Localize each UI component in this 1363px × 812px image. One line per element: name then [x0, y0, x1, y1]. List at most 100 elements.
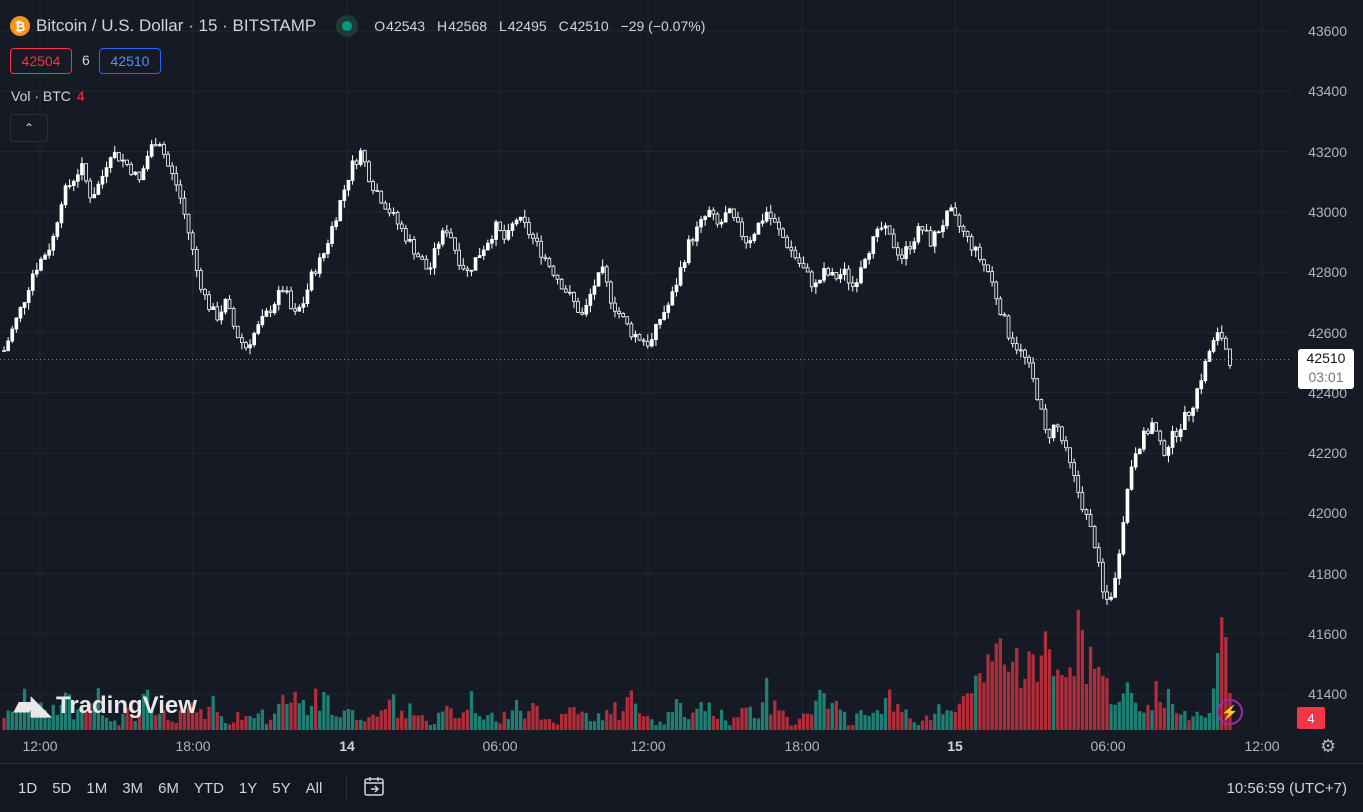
range-button-all[interactable]: All	[305, 780, 323, 797]
volume-bar	[514, 699, 519, 730]
price-axis-label: 43000	[1308, 203, 1347, 220]
candle	[63, 183, 68, 209]
candle	[961, 224, 966, 238]
candle	[986, 264, 990, 273]
bar-countdown: 03:01	[1308, 369, 1344, 385]
volume-bar	[621, 711, 625, 730]
candle	[633, 330, 638, 343]
volume-bar	[1162, 707, 1166, 730]
price-chart[interactable]	[0, 0, 1363, 763]
volume-bar	[281, 694, 285, 730]
range-button-6m[interactable]: 6M	[158, 780, 179, 797]
candle	[703, 215, 707, 226]
volume-bar	[584, 713, 588, 730]
candle-body	[440, 230, 445, 245]
replay-lightning-icon[interactable]: ⚡	[1217, 699, 1243, 725]
candle	[756, 222, 761, 235]
candle	[39, 256, 43, 272]
collapse-legend-button[interactable]: ⌃	[10, 114, 48, 142]
range-button-1m[interactable]: 1M	[86, 780, 108, 797]
candle	[658, 318, 662, 329]
timezone-clock[interactable]: 10:56:59 (UTC+7)	[1226, 780, 1347, 797]
volume-bar	[117, 725, 121, 730]
time-axis-label: 18:00	[784, 738, 820, 754]
market-open-dot-icon[interactable]	[336, 15, 359, 37]
volume-bar	[490, 712, 494, 730]
candle-body	[1023, 349, 1027, 358]
candle	[408, 234, 412, 243]
candle	[879, 221, 884, 232]
volume-bar	[174, 723, 178, 730]
candle	[654, 323, 658, 346]
candle	[1219, 325, 1224, 342]
candle	[1158, 429, 1163, 446]
volume-bar	[707, 702, 711, 730]
sell-button[interactable]: 42504	[10, 48, 72, 74]
candle-body	[6, 340, 10, 352]
volume-bar	[924, 715, 929, 730]
candle	[129, 161, 133, 177]
candle	[440, 227, 445, 247]
candle	[1133, 447, 1138, 471]
range-button-3m[interactable]: 3M	[122, 780, 144, 797]
volume-bar	[6, 710, 10, 730]
candle	[465, 265, 470, 277]
candle-body	[682, 262, 687, 268]
volume-bar	[822, 693, 826, 730]
candle	[162, 141, 166, 159]
volume-bar	[539, 719, 543, 730]
candle	[490, 235, 494, 249]
candle	[158, 142, 162, 147]
candle	[883, 222, 888, 236]
candle	[965, 230, 970, 243]
candle	[141, 165, 146, 181]
candle-body	[149, 144, 154, 157]
candle-body	[953, 207, 958, 216]
volume-legend[interactable]: Vol · BTC 4	[11, 88, 85, 104]
candle-body	[276, 289, 281, 305]
candle	[1170, 425, 1175, 455]
volume-bar	[510, 710, 515, 730]
candle-body	[92, 194, 97, 199]
symbol-title[interactable]: Bitcoin / U.S. Dollar · 15 · BITSTAMP	[36, 16, 317, 35]
candle	[235, 325, 240, 339]
range-button-ytd[interactable]: YTD	[193, 780, 224, 797]
range-button-1d[interactable]: 1D	[18, 780, 38, 797]
candle	[785, 234, 789, 249]
candle-body	[527, 222, 531, 235]
candle-body	[182, 197, 187, 215]
candle-body	[666, 304, 671, 313]
candle	[252, 331, 256, 348]
candle-body	[982, 259, 986, 266]
candle	[789, 240, 794, 258]
range-button-5y[interactable]: 5Y	[272, 780, 291, 797]
candle	[350, 155, 355, 185]
range-button-5d[interactable]: 5D	[52, 780, 72, 797]
candle-body	[727, 208, 732, 214]
candle	[1010, 331, 1015, 348]
goto-date-calendar-icon[interactable]	[362, 774, 386, 798]
candle	[719, 219, 724, 228]
candle	[506, 223, 511, 241]
range-button-1y[interactable]: 1Y	[238, 780, 258, 797]
candle-body	[883, 225, 888, 229]
candle	[867, 251, 871, 265]
buy-button[interactable]: 42510	[99, 48, 161, 74]
candle-body	[190, 232, 195, 250]
candle	[10, 325, 15, 344]
candle-body	[1105, 591, 1109, 600]
candle	[555, 274, 560, 285]
chart-settings-gear-icon[interactable]: ⚙	[1320, 736, 1337, 756]
candle-body	[203, 288, 207, 296]
volume-bar	[400, 710, 404, 730]
volume-bar	[10, 711, 14, 730]
tradingview-logo[interactable]: ▰◣ TradingView	[14, 690, 197, 721]
volume-bar	[646, 716, 650, 730]
candle	[108, 156, 113, 173]
time-axis-label: 06:00	[482, 738, 518, 754]
candle-body	[592, 285, 597, 295]
price-axis-label: 43200	[1308, 143, 1347, 160]
candle	[1203, 359, 1208, 384]
candle	[1019, 343, 1023, 358]
tradingview-wordmark: TradingView	[56, 691, 197, 719]
